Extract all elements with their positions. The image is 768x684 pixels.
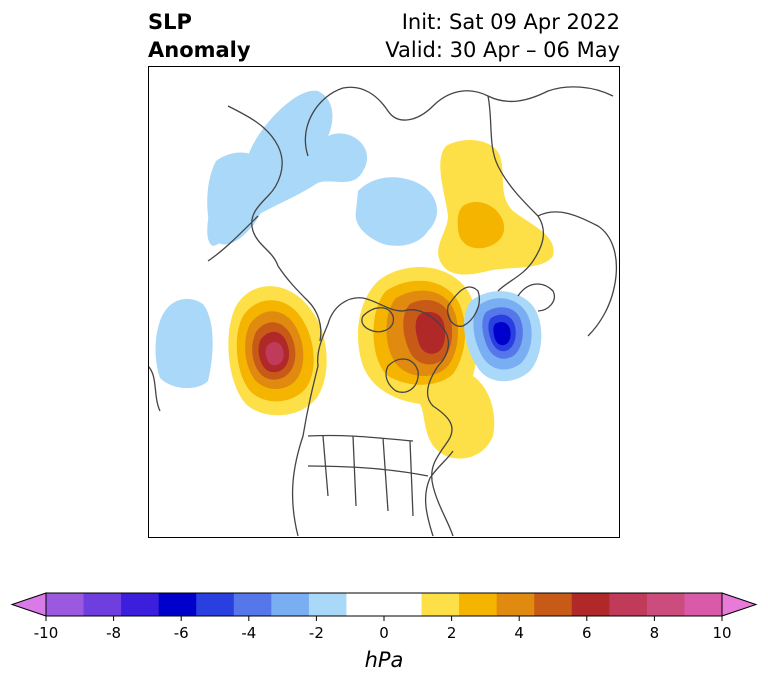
colorbar-ticks: -10 -8 -6 -4 -2 0 2 4 6 8 10 — [34, 616, 732, 642]
init-date: Init: Sat 09 Apr 2022 — [401, 10, 620, 34]
anomaly-atlantic-low — [464, 291, 542, 382]
colorbar-tick-label: 4 — [514, 624, 524, 642]
colorbar-extend-low — [10, 592, 47, 617]
colorbar-tick-label: -10 — [34, 624, 59, 642]
colorbar-swatch — [384, 593, 423, 616]
colorbar-swatches — [10, 592, 758, 617]
anomaly-scandinavia-high — [438, 140, 554, 275]
colorbar-swatch — [158, 593, 197, 616]
coastlines — [148, 86, 618, 537]
colorbar-units: hPa — [365, 648, 404, 672]
colorbar-swatch — [459, 593, 498, 616]
anomaly-fills — [155, 90, 554, 459]
anomaly-ne-pacific-high — [228, 286, 327, 416]
colorbar: -10 -8 -6 -4 -2 0 2 4 6 8 10 hPa — [10, 592, 758, 672]
colorbar-swatch — [196, 593, 235, 616]
colorbar-tick-label: -4 — [241, 624, 256, 642]
colorbar-swatch — [121, 593, 160, 616]
colorbar-swatch — [684, 593, 723, 616]
colorbar-swatch — [271, 593, 310, 616]
colorbar-swatch — [308, 593, 347, 616]
colorbar-tick-label: 10 — [712, 624, 731, 642]
colorbar-tick-label: -6 — [174, 624, 189, 642]
title-right: Init: Sat 09 Apr 2022 Valid: 30 Apr – 06… — [385, 8, 620, 64]
colorbar-tick-label: 2 — [447, 624, 457, 642]
colorbar-tick-label: 8 — [650, 624, 660, 642]
colorbar-tick-label: 0 — [379, 624, 389, 642]
colorbar-swatch — [646, 593, 685, 616]
anomaly-arctic-low — [355, 177, 438, 246]
colorbar-swatch — [571, 593, 610, 616]
valid-range: Valid: 30 Apr – 06 May — [385, 38, 620, 62]
colorbar-swatch — [421, 593, 460, 616]
colorbar-swatch — [534, 593, 573, 616]
colorbar-swatch — [83, 593, 122, 616]
map-frame — [148, 66, 620, 538]
colorbar-tick-label: -2 — [309, 624, 324, 642]
colorbar-tick-label: -8 — [106, 624, 121, 642]
colorbar-swatch — [609, 593, 648, 616]
colorbar-swatch — [346, 593, 385, 616]
colorbar-tick-label: 6 — [582, 624, 592, 642]
title-anomaly: Anomaly — [148, 38, 251, 62]
title-variable: SLP — [148, 10, 192, 34]
colorbar-extend-high — [721, 592, 758, 617]
title-left: SLP Anomaly — [148, 8, 251, 64]
colorbar-swatch — [46, 593, 85, 616]
colorbar-swatch — [233, 593, 272, 616]
anomaly-pacific-low — [155, 298, 213, 389]
colorbar-swatch — [496, 593, 535, 616]
slp-anomaly-map — [148, 66, 620, 538]
